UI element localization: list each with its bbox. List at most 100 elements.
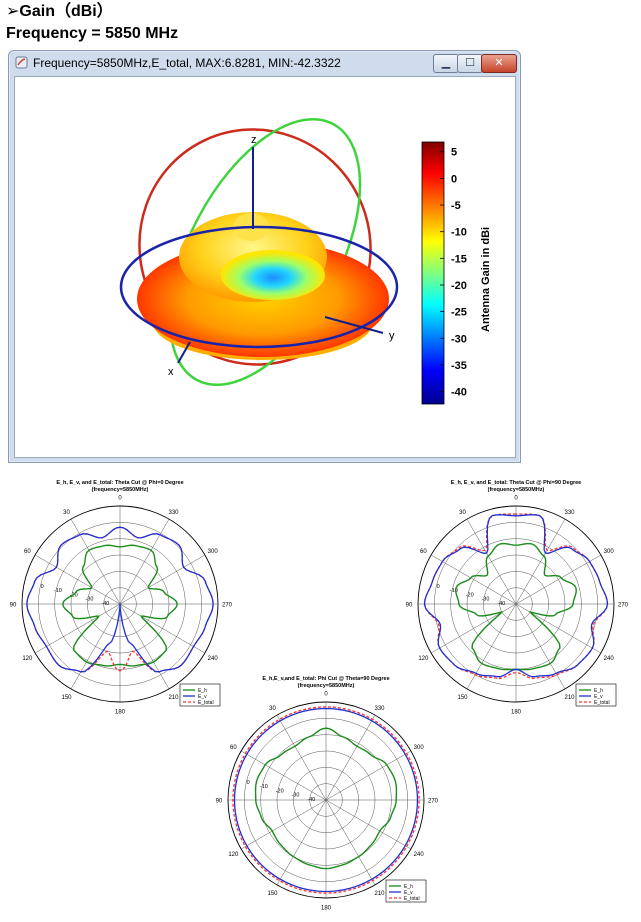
series-e-v-line — [233, 707, 419, 893]
colorbar-ticks: 5 0 -5 -10 -15 -20 -25 -30 -35 -40 — [440, 147, 467, 399]
colorbar-tick-label: -10 — [451, 227, 467, 239]
polar-grid-spoke — [325, 799, 376, 885]
polar-angle-label: 240 — [414, 852, 425, 858]
z-axis-label: z — [251, 134, 257, 146]
polar-angle-label: 90 — [216, 799, 223, 805]
polar-radial-label: -40 — [307, 797, 315, 803]
gain-heading: ➢Gain（dBi） — [6, 3, 113, 20]
polar-radial-label: 0 — [41, 584, 44, 590]
polar-angle-label: 120 — [22, 656, 33, 662]
y-axis-label: y — [389, 330, 395, 342]
chart-title: E_h, E_v, and E_total: Theta Cut @ Phi=0… — [56, 480, 183, 486]
legend-label: E_v — [594, 694, 603, 700]
legend-label: E_total — [404, 896, 420, 902]
colorbar-tick-label: -15 — [451, 253, 467, 265]
window-title: Frequency=5850MHz,E_total, MAX:6.8281, M… — [33, 56, 341, 70]
polar-radial-label: -10 — [54, 588, 62, 594]
window-titlebar[interactable]: Frequency=5850MHz,E_total, MAX:6.8281, M… — [9, 51, 520, 75]
polar-grid-spoke — [119, 554, 205, 605]
series-e-total-line — [26, 526, 214, 673]
figure-window: Frequency=5850MHz,E_total, MAX:6.8281, M… — [8, 50, 521, 463]
polar-grid-spoke — [515, 519, 566, 605]
legend-label: E_h — [594, 688, 603, 694]
polar-radial-label: -10 — [450, 588, 458, 594]
chart-title: E_h,E_v,and E_total: Phi Cut @ Theta=90 … — [262, 676, 389, 682]
polar-radial-label: -10 — [260, 784, 268, 790]
polar-grid-spoke — [70, 519, 121, 605]
maximize-button[interactable]: ☐ — [457, 54, 483, 73]
polar-angle-label: 30 — [459, 510, 466, 516]
polar-grid-spoke — [119, 519, 170, 605]
chart-subtitle: (frequency=5850MHz) — [488, 487, 545, 493]
polar-radial-label: -30 — [481, 597, 489, 603]
polar-angle-label: 150 — [457, 695, 468, 701]
series-e-total-line — [232, 706, 420, 894]
radiation-3d-plot: z y x 5 0 -5 -10 -15 -20 -25 -30 -35 -40 Antenna … — [119, 117, 492, 405]
series-e-v-line — [26, 526, 214, 673]
legend-label: E_v — [404, 890, 413, 896]
colorbar-tick-label: -25 — [451, 307, 467, 319]
x-axis — [177, 341, 191, 364]
polar-angle-label: 0 — [514, 496, 518, 502]
polar-angle-label: 30 — [269, 706, 276, 712]
colorbar-tick-label: 5 — [451, 147, 457, 159]
y-axis — [324, 316, 384, 334]
series-e-h-line — [254, 727, 398, 870]
polar-angle-label: 330 — [564, 510, 575, 516]
ring-blue — [119, 225, 399, 349]
close-button[interactable]: ✕ — [481, 54, 517, 73]
chart-title: E_h, E_v, and E_total: Theta Cut @ Phi=9… — [451, 480, 581, 486]
colorbar-tick-label: 0 — [451, 173, 457, 185]
polar-grid-spoke — [276, 799, 327, 885]
polar-angle-label: 60 — [230, 745, 237, 751]
polar-grid-spoke — [276, 715, 327, 801]
colorbar-tick-label: -35 — [451, 360, 467, 372]
polar-grid-spoke — [466, 519, 517, 605]
polar-chart-phi-theta90: E_h,E_v,and E_total: Phi Cut @ Theta=90 … — [216, 676, 439, 912]
frequency-heading: Frequency = 5850 MHz — [6, 25, 179, 42]
polar-angle-label: 90 — [406, 603, 413, 609]
polar-grid-spoke — [325, 750, 411, 801]
polar-angle-label: 60 — [24, 549, 31, 555]
polar-angle-label: 300 — [414, 745, 425, 751]
polar-grid-spoke — [325, 715, 376, 801]
colorbar-label: Antenna Gain in dBi — [480, 227, 492, 332]
polar-radial-label: -20 — [466, 592, 474, 598]
polar-angle-label: 120 — [418, 656, 429, 662]
polar-grid-spoke — [35, 603, 121, 654]
polar-angle-label: 90 — [10, 603, 17, 609]
polar-grid-spoke — [431, 554, 517, 605]
polar-angle-label: 0 — [118, 496, 122, 502]
polar-grid-spoke — [35, 554, 121, 605]
polar-angle-label: 180 — [115, 710, 126, 716]
polar-angle-label: 300 — [604, 549, 615, 555]
colorbar — [421, 141, 445, 405]
polar-angle-label: 180 — [321, 906, 332, 912]
polar-angle-label: 270 — [222, 603, 233, 609]
polar-angle-label: 330 — [168, 510, 179, 516]
chart-subtitle: (frequency=5850MHz) — [298, 683, 355, 689]
polar-radial-label: -30 — [85, 597, 93, 603]
polar-angle-label: 0 — [324, 692, 328, 698]
legend-label: E_h — [198, 688, 207, 694]
java-app-icon — [15, 56, 28, 69]
x-axis-label: x — [168, 366, 174, 378]
minimize-button[interactable]: ▁ — [433, 54, 459, 73]
polar-grid-spoke — [119, 603, 205, 654]
legend-label: E_total — [594, 700, 610, 706]
polar-angle-label: 270 — [428, 799, 439, 805]
polar-angle-label: 210 — [564, 695, 575, 701]
polar-grid-spoke — [241, 799, 327, 850]
colorbar-tick-label: -40 — [451, 387, 467, 399]
polar-chart-theta-phi0: E_h, E_v, and E_total: Theta Cut @ Phi=0… — [10, 480, 233, 716]
legend-label: E_v — [198, 694, 207, 700]
polar-radial-label: -40 — [101, 601, 109, 607]
series-e-v-line — [423, 514, 609, 678]
polar-chart-theta-phi90: E_h, E_v, and E_total: Theta Cut @ Phi=9… — [406, 480, 629, 716]
pattern-null-dish — [221, 250, 325, 300]
polar-angle-label: 150 — [61, 695, 72, 701]
polar-grid-spoke — [119, 603, 170, 689]
polar-angle-label: 300 — [208, 549, 219, 555]
polar-angle-label: 240 — [208, 656, 219, 662]
colorbar-tick-label: -5 — [451, 200, 461, 212]
